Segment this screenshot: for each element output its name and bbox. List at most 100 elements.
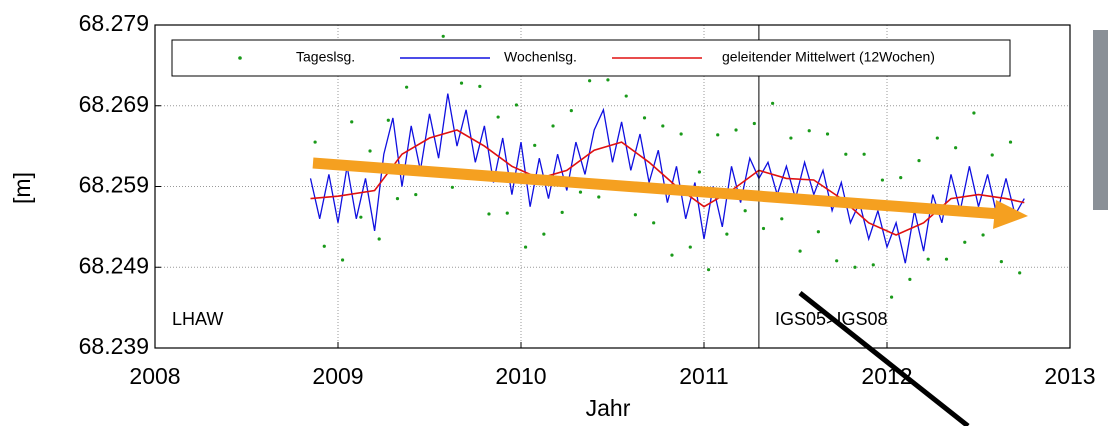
daily-point xyxy=(871,263,875,267)
daily-point xyxy=(450,185,454,189)
daily-point xyxy=(569,108,573,113)
daily-point xyxy=(441,34,445,38)
legend-label: geleitender Mittelwert (12Wochen) xyxy=(722,49,935,65)
daily-point xyxy=(652,221,656,225)
legend: Tageslsg. Wochenlsg. geleitender Mittelwer… xyxy=(171,39,1011,77)
daily-point xyxy=(935,136,939,140)
daily-point xyxy=(551,124,555,128)
daily-point xyxy=(487,212,491,216)
daily-point xyxy=(514,103,519,107)
x-tick-label: 2010 xyxy=(495,363,546,389)
daily-point xyxy=(633,213,637,217)
daily-point xyxy=(743,209,747,213)
daily-point xyxy=(588,79,592,83)
legend-label: Tageslsg. xyxy=(296,49,355,65)
daily-point xyxy=(789,136,793,140)
daily-point xyxy=(889,295,894,299)
x-axis-label: Jahr xyxy=(586,395,631,421)
axes: 68.239 68.249 68.259 68.269 68.279 2008 2009 20… xyxy=(79,10,1096,389)
series-line xyxy=(309,93,1025,264)
daily-point xyxy=(771,101,775,105)
daily-point xyxy=(816,230,820,234)
daily-point xyxy=(990,153,994,157)
daily-point xyxy=(386,118,390,122)
x-tick-label: 2009 xyxy=(312,363,363,389)
daily-point xyxy=(963,240,967,244)
daily-point xyxy=(917,159,921,163)
daily-point xyxy=(825,132,830,136)
daily-point xyxy=(542,232,546,236)
series-line xyxy=(310,129,1025,236)
daily-point xyxy=(835,259,839,263)
daily-point xyxy=(999,259,1003,264)
daily-point xyxy=(523,245,528,249)
daily-point xyxy=(944,257,949,261)
daily-point xyxy=(313,140,317,144)
daily-point xyxy=(606,78,610,82)
daily-point xyxy=(798,249,802,253)
daily-point xyxy=(1008,140,1013,144)
daily-point xyxy=(761,226,766,231)
y-tick-label: 68.259 xyxy=(79,172,149,198)
daily-point xyxy=(578,190,583,194)
daily-point xyxy=(862,152,866,156)
legend-label: Wochenlsg. xyxy=(504,49,577,65)
daily-point xyxy=(981,233,985,237)
daily-point xyxy=(350,120,354,124)
daily-point xyxy=(414,192,418,197)
daily-point xyxy=(670,253,674,257)
daily-point xyxy=(1018,271,1022,275)
daily-point xyxy=(459,81,464,85)
daily-point xyxy=(395,197,400,201)
daily-point xyxy=(844,152,848,156)
y-tick-label: 68.239 xyxy=(79,333,149,359)
y-tick-label: 68.269 xyxy=(79,91,149,117)
daily-point xyxy=(899,176,903,180)
daily-point xyxy=(706,268,711,272)
y-tick-label: 68.279 xyxy=(79,10,149,36)
daily-point xyxy=(697,170,702,174)
pointer-line xyxy=(798,291,970,426)
daily-point xyxy=(624,94,628,98)
trend-arrow xyxy=(312,157,1001,220)
daily-point xyxy=(853,265,857,269)
daily-point xyxy=(926,257,930,261)
daily-point xyxy=(478,84,482,88)
daily-point xyxy=(716,133,720,137)
daily-point xyxy=(908,277,912,281)
daily-point xyxy=(377,237,381,241)
daily-point xyxy=(734,128,738,132)
daily-point xyxy=(752,121,756,126)
daily-point xyxy=(560,210,564,214)
legend-marker xyxy=(238,56,242,60)
y-tick-label: 68.249 xyxy=(79,252,149,278)
daily-point xyxy=(661,124,665,128)
daily-point xyxy=(972,111,976,115)
daily-point xyxy=(780,217,784,221)
daily-point xyxy=(496,115,500,119)
daily-point xyxy=(725,232,729,236)
daily-point xyxy=(679,132,683,136)
legend-box xyxy=(171,39,1011,77)
station-label: LHAW xyxy=(172,309,223,329)
photo-edge xyxy=(1093,30,1108,210)
daily-point xyxy=(359,215,363,219)
daily-point xyxy=(807,129,811,133)
daily-point xyxy=(954,146,958,150)
daily-point xyxy=(597,195,601,199)
y-axis-label: [m] xyxy=(9,172,35,204)
daily-point xyxy=(340,258,345,262)
daily-point xyxy=(533,143,537,147)
trend-arrowhead xyxy=(993,200,1028,229)
x-tick-label: 2011 xyxy=(679,363,728,389)
x-tick-label: 2013 xyxy=(1044,363,1095,389)
daily-point xyxy=(322,244,326,248)
x-tick-label: 2008 xyxy=(129,363,180,389)
daily-point xyxy=(368,149,372,153)
daily-point xyxy=(505,211,509,215)
daily-point xyxy=(880,178,885,182)
daily-point xyxy=(642,116,647,120)
daily-point xyxy=(405,85,409,89)
daily-point xyxy=(688,245,692,249)
